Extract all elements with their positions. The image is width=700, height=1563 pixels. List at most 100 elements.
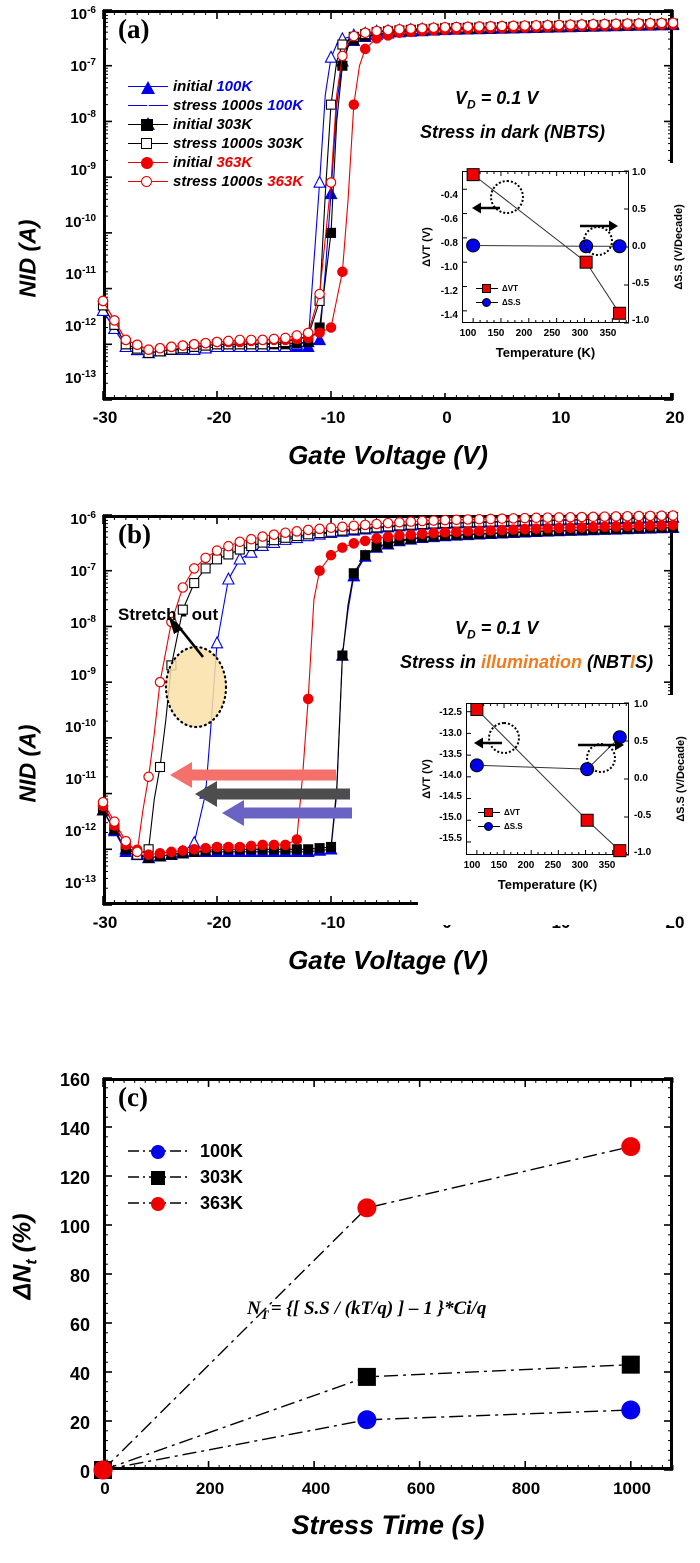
panel-a-ytick: 10-7 (70, 57, 96, 75)
panel-a-ytick: 10-12 (64, 317, 96, 335)
panel-a-xtick: -30 (92, 408, 118, 427)
inset-b-y2tick: 0.0 (634, 773, 648, 784)
inset-b-right-axis-hint-circle (586, 743, 616, 773)
legend-item: initial 363K (128, 153, 303, 172)
inset-a-ytick: -1.2 (440, 286, 458, 297)
inset-b-ytick: -13.0 (439, 728, 462, 739)
inset-a-ytick: -0.4 (440, 190, 458, 201)
inset-legend-item: ΔS.S (478, 819, 523, 833)
inset-a-xtick: 200 (515, 328, 533, 339)
legend-label: 100K (200, 1140, 244, 1161)
circle-open-icon (141, 175, 152, 187)
legend-item: stress 1000s 100K (128, 96, 304, 130)
panel-a-xtick: 20 (665, 408, 685, 427)
legend-label: initial 303K (173, 116, 253, 133)
inset-a-x-axis-label: Temperature (K) (495, 345, 596, 360)
panel-c-xtick: 200 (195, 1479, 225, 1498)
inset-a-ytick: -0.6 (440, 214, 458, 225)
square-filled-icon (482, 284, 491, 293)
legend-line (128, 1169, 190, 1185)
panel-a-xtick: -10 (320, 408, 346, 427)
panel-a-vd-annotation: VD = 0.1 V (455, 88, 539, 112)
circle-filled-icon (484, 822, 493, 831)
legend-label: initial 363K (173, 154, 253, 171)
inset-b-ytick: -12.5 (439, 707, 462, 718)
panel-a-x-axis-label: Gate Voltage (V) (288, 440, 488, 470)
inset-a-left-axis-hint-circle (490, 180, 524, 214)
panel-b-ytick: 10-6 (70, 510, 96, 528)
legend-line (128, 1143, 190, 1159)
legend-item: initial 100K (128, 77, 303, 96)
panel-a-ytick: 10-8 (70, 109, 96, 127)
inset-a-right-axis-hint-circle (583, 226, 613, 256)
panel-c-ytick: 140 (59, 1119, 90, 1139)
legend-line (128, 1195, 190, 1211)
inset-a-y2-axis-label: ΔS.S (V/Decade) (673, 204, 685, 290)
inset-a-y2tick: -1.0 (632, 315, 650, 326)
panel-a-xtick: -20 (206, 408, 232, 427)
legend-label: 363K (200, 1192, 244, 1213)
panel-b-xtick: -20 (206, 913, 232, 932)
square-filled-icon (151, 1171, 165, 1185)
circle-filled-icon (141, 156, 153, 169)
panel-c-ytick: 80 (69, 1266, 90, 1286)
inset-b-xtick: 200 (517, 860, 535, 871)
legend-label: 303K (200, 1166, 244, 1187)
inset-b-left-axis-hint-circle (488, 722, 520, 754)
inset-b-xtick: 100 (463, 860, 481, 871)
inset-b-y2tick: -1.0 (634, 847, 652, 858)
panel-c-xtick: 800 (511, 1479, 541, 1498)
panel-b-ytick: 10-10 (64, 718, 96, 736)
panel-b-vd-annotation: VD = 0.1 V (455, 618, 539, 642)
square-filled-icon (484, 808, 493, 817)
inset-b-curves (466, 702, 629, 858)
inset-a-legend: ΔVT ΔS.S (476, 281, 521, 309)
panel-a-ytick: 10-6 (70, 5, 96, 23)
inset-b-y2tick: 0.5 (634, 736, 648, 747)
inset-b-ytick: -15.0 (439, 812, 462, 823)
inset-b-xtick: 250 (544, 860, 562, 871)
legend-item: stress 1000s 303K (128, 134, 303, 153)
inset-b-y-axis-label: ΔVT (V) (421, 759, 433, 799)
panel-a-label: (a) (118, 14, 150, 44)
legend-item: initial 303K (128, 115, 303, 134)
inset-b-x-axis-label: Temperature (K) (497, 877, 598, 892)
inset-a-xtick: 100 (459, 328, 477, 339)
legend-item: stress 1000s 363K (128, 172, 303, 191)
inset-b-ytick: -14.0 (439, 770, 462, 781)
triangle-filled-icon (141, 80, 155, 94)
inset-legend-label: ΔVT (504, 807, 520, 817)
inset-legend-item: ΔVT (478, 805, 523, 819)
inset-a-xtick: 300 (571, 328, 589, 339)
inset-a-y2tick: 1.0 (632, 167, 646, 178)
circle-filled-icon (151, 1145, 165, 1159)
panel-b: NID (A) 10-6 10-7 10-8 10-9 10-10 10-11 … (0, 505, 700, 1005)
inset-a-ytick: -1.0 (440, 262, 458, 273)
inset-b-legend: ΔVT ΔS.S (478, 805, 523, 833)
stretch-out-annotation: Stretch - out (118, 605, 219, 624)
panel-b-ytick: 10-11 (65, 770, 96, 788)
panel-c-ytick: 0 (79, 1462, 90, 1482)
panel-c-ytick: 60 (69, 1315, 90, 1335)
panel-c-ytick: 20 (69, 1413, 90, 1433)
panel-b-ytick: 10-13 (64, 874, 96, 892)
inset-b-ytick: -15.5 (439, 833, 462, 844)
inset-a-curves (462, 168, 629, 324)
square-open-icon (141, 137, 152, 149)
legend-label: stress 1000s 100K (173, 97, 304, 114)
inset-b-xtick: 150 (490, 860, 508, 871)
inset-legend-label: ΔS.S (502, 297, 521, 307)
panel-c-plot-frame (103, 1078, 673, 1470)
inset-b-ytick: -13.5 (439, 749, 462, 760)
inset-a-ytick: -0.8 (440, 238, 458, 249)
inset-legend-label: ΔS.S (504, 821, 523, 831)
panel-c-xtick: 1000 (613, 1479, 651, 1498)
panel-b-ytick: 10-9 (70, 666, 96, 684)
panel-b-x-axis-label: Gate Voltage (V) (288, 945, 488, 975)
panel-c-ytick: 160 (59, 1070, 90, 1090)
inset-b-xtick: 300 (571, 860, 589, 871)
inset-a-xtick: 150 (487, 328, 505, 339)
legend-item: 303K (128, 1164, 243, 1190)
panel-a-inset: -0.4 -0.6 -0.8 -1.0 -1.2 -1.4 1.0 0.5 0.… (418, 163, 685, 393)
panel-c-ytick: 40 (69, 1364, 90, 1384)
